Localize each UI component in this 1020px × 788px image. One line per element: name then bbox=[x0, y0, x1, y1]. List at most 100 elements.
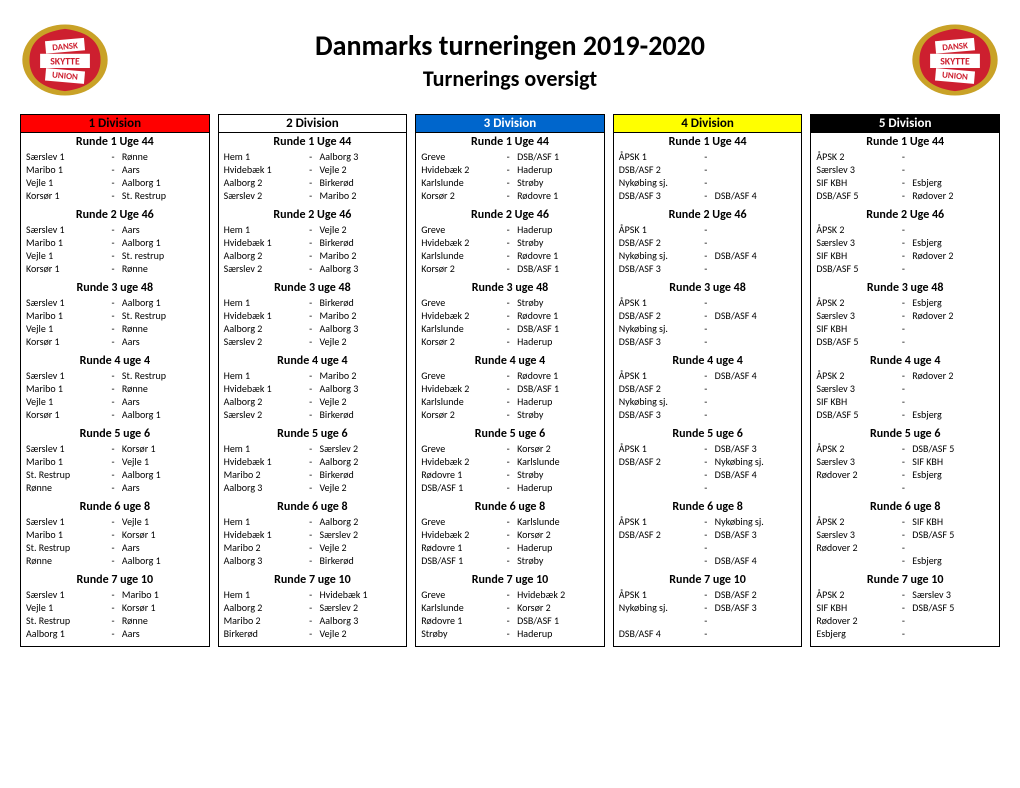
match-away bbox=[912, 395, 994, 408]
match-row: DSB/ASF 3- bbox=[614, 262, 802, 275]
round-title: Runde 2 Uge 46 bbox=[21, 208, 209, 222]
match-home: DSB/ASF 1 bbox=[421, 481, 499, 494]
match-home: Særslev 1 bbox=[26, 588, 104, 601]
match-home: DSB/ASF 4 bbox=[619, 627, 697, 640]
match-home: Birkerød bbox=[224, 627, 302, 640]
match-home: Rønne bbox=[26, 481, 104, 494]
match-row: Rødovre 1-Strøby bbox=[416, 468, 604, 481]
match-home: Nykøbing sj. bbox=[619, 249, 697, 262]
match-away bbox=[715, 236, 797, 249]
match-separator: - bbox=[302, 588, 320, 601]
match-row: Særslev 3-Rødover 2 bbox=[811, 309, 999, 322]
match-away: Esbjerg bbox=[912, 408, 994, 421]
match-separator: - bbox=[499, 150, 517, 163]
match-row: St. Restrup-Rønne bbox=[21, 614, 209, 627]
round-title: Runde 5 uge 6 bbox=[614, 427, 802, 441]
match-home: Vejle 1 bbox=[26, 249, 104, 262]
match-separator: - bbox=[104, 176, 122, 189]
match-row: Korsør 1-St. Restrup bbox=[21, 189, 209, 202]
match-away bbox=[715, 262, 797, 275]
match-away: Aalborg 1 bbox=[122, 468, 204, 481]
match-home: ÅPSK 1 bbox=[619, 150, 697, 163]
match-home: Hvidebæk 2 bbox=[421, 528, 499, 541]
match-separator: - bbox=[104, 442, 122, 455]
match-home: ÅPSK 2 bbox=[816, 369, 894, 382]
match-row: Hvidebæk 1-Aalborg 3 bbox=[219, 382, 407, 395]
match-separator: - bbox=[104, 382, 122, 395]
round-title: Runde 2 Uge 46 bbox=[416, 208, 604, 222]
match-home: Aalborg 2 bbox=[224, 176, 302, 189]
round-title: Runde 7 uge 10 bbox=[219, 573, 407, 587]
match-away: DSB/ASF 4 bbox=[715, 309, 797, 322]
match-away: DSB/ASF 3 bbox=[715, 601, 797, 614]
match-home: Maribo 1 bbox=[26, 528, 104, 541]
match-away bbox=[912, 322, 994, 335]
match-row: Særslev 1-Aars bbox=[21, 223, 209, 236]
match-separator: - bbox=[697, 223, 715, 236]
match-away bbox=[912, 150, 994, 163]
match-home: DSB/ASF 3 bbox=[619, 408, 697, 421]
match-home: Særslev 3 bbox=[816, 163, 894, 176]
match-away: Rødover 2 bbox=[912, 309, 994, 322]
match-row: - bbox=[811, 481, 999, 494]
match-row: Særslev 3-DSB/ASF 5 bbox=[811, 528, 999, 541]
match-away bbox=[912, 481, 994, 494]
match-separator: - bbox=[895, 442, 913, 455]
match-row: SIF KBH-DSB/ASF 5 bbox=[811, 601, 999, 614]
match-separator: - bbox=[697, 369, 715, 382]
match-row: Vejle 1-St. restrup bbox=[21, 249, 209, 262]
match-row: SIF KBH- bbox=[811, 322, 999, 335]
match-away: Særslev 2 bbox=[319, 528, 401, 541]
match-home: Vejle 1 bbox=[26, 322, 104, 335]
match-home: Hem 1 bbox=[224, 588, 302, 601]
match-row: Rødover 2- bbox=[811, 614, 999, 627]
match-row: ÅPSK 1- bbox=[614, 150, 802, 163]
match-separator: - bbox=[895, 335, 913, 348]
match-separator: - bbox=[895, 369, 913, 382]
round-title: Runde 6 uge 8 bbox=[21, 500, 209, 514]
match-home: Karlslunde bbox=[421, 395, 499, 408]
match-row: Nykøbing sj.- bbox=[614, 322, 802, 335]
match-away: Aalborg 1 bbox=[122, 408, 204, 421]
round-title: Runde 3 uge 48 bbox=[21, 281, 209, 295]
round-title: Runde 6 uge 8 bbox=[614, 500, 802, 514]
match-away: Aars bbox=[122, 627, 204, 640]
match-row: Særslev 1-Rønne bbox=[21, 150, 209, 163]
match-row: Maribo 1-Rønne bbox=[21, 382, 209, 395]
match-separator: - bbox=[895, 322, 913, 335]
match-away: DSB/ASF 1 bbox=[517, 322, 599, 335]
match-home: Nykøbing sj. bbox=[619, 322, 697, 335]
match-row: Rødovre 1-DSB/ASF 1 bbox=[416, 614, 604, 627]
match-home: ÅPSK 1 bbox=[619, 588, 697, 601]
division-header: 3 Division bbox=[416, 115, 604, 133]
match-row: Hvidebæk 2-Strøby bbox=[416, 236, 604, 249]
match-row: Hvidebæk 2-DSB/ASF 1 bbox=[416, 382, 604, 395]
match-row: Særslev 3- bbox=[811, 163, 999, 176]
match-home: Aalborg 2 bbox=[224, 322, 302, 335]
match-row: DSB/ASF 2- bbox=[614, 163, 802, 176]
match-home: Maribo 1 bbox=[26, 163, 104, 176]
match-home: Hvidebæk 2 bbox=[421, 382, 499, 395]
match-away: Rødovre 1 bbox=[517, 249, 599, 262]
match-away: Rødovre 1 bbox=[517, 189, 599, 202]
match-home: Hvidebæk 1 bbox=[224, 382, 302, 395]
round-title: Runde 5 uge 6 bbox=[811, 427, 999, 441]
match-home bbox=[619, 468, 697, 481]
match-away: Strøby bbox=[517, 408, 599, 421]
match-separator: - bbox=[302, 395, 320, 408]
match-away: Aalborg 3 bbox=[319, 614, 401, 627]
match-row: Esbjerg- bbox=[811, 627, 999, 640]
match-home: Hvidebæk 1 bbox=[224, 528, 302, 541]
match-row: Hvidebæk 2-Karlslunde bbox=[416, 455, 604, 468]
match-separator: - bbox=[697, 455, 715, 468]
match-row: DSB/ASF 1-Strøby bbox=[416, 554, 604, 567]
match-separator: - bbox=[697, 163, 715, 176]
match-separator: - bbox=[895, 249, 913, 262]
match-home: Hem 1 bbox=[224, 515, 302, 528]
round-title: Runde 3 uge 48 bbox=[219, 281, 407, 295]
match-separator: - bbox=[697, 236, 715, 249]
match-away: Maribo 2 bbox=[319, 189, 401, 202]
match-away: Haderup bbox=[517, 223, 599, 236]
match-home: Karlslunde bbox=[421, 322, 499, 335]
match-home: DSB/ASF 2 bbox=[619, 236, 697, 249]
